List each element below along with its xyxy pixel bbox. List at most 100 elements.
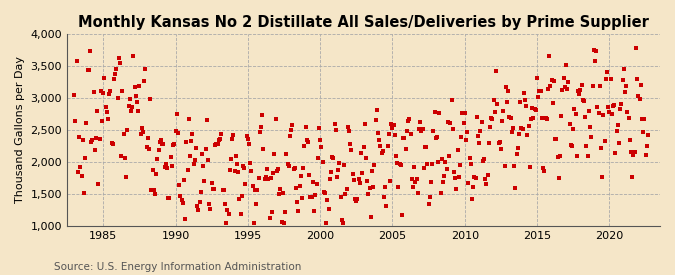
Point — [196, 190, 207, 194]
Point — [257, 113, 268, 117]
Point — [632, 76, 643, 81]
Point — [201, 118, 212, 123]
Point — [193, 208, 204, 213]
Point — [152, 156, 163, 161]
Point — [72, 59, 82, 63]
Point — [578, 98, 589, 103]
Point — [157, 142, 167, 147]
Point — [574, 92, 585, 96]
Point — [475, 128, 486, 133]
Point — [533, 95, 543, 99]
Point — [70, 119, 81, 123]
Point — [522, 133, 533, 137]
Point — [448, 169, 459, 174]
Point — [383, 131, 394, 136]
Point — [630, 46, 641, 50]
Point — [146, 188, 157, 192]
Point — [192, 204, 202, 208]
Point — [298, 166, 308, 170]
Point — [264, 216, 275, 220]
Point — [294, 184, 305, 188]
Point — [391, 154, 402, 158]
Point — [508, 126, 518, 130]
Point — [296, 196, 307, 201]
Point — [465, 161, 476, 166]
Point — [599, 139, 610, 143]
Point — [618, 67, 629, 71]
Point — [134, 84, 144, 89]
Point — [623, 116, 634, 120]
Point — [258, 147, 269, 151]
Point — [586, 135, 597, 139]
Point — [253, 176, 264, 180]
Point — [529, 106, 540, 111]
Point — [616, 101, 627, 106]
Point — [334, 160, 345, 165]
Point — [643, 133, 653, 137]
Point — [100, 105, 111, 110]
Point — [308, 208, 319, 213]
Point — [353, 177, 364, 181]
Point — [408, 185, 418, 189]
Point — [344, 128, 354, 133]
Point — [265, 176, 276, 181]
Point — [181, 140, 192, 144]
Point — [87, 138, 98, 142]
Point — [402, 128, 412, 133]
Point — [190, 146, 201, 150]
Point — [404, 117, 414, 122]
Point — [99, 76, 110, 80]
Point — [97, 119, 107, 123]
Point — [300, 125, 311, 129]
Point — [564, 122, 575, 126]
Point — [515, 100, 526, 104]
Point — [363, 192, 374, 196]
Point — [368, 185, 379, 189]
Point — [316, 145, 327, 150]
Point — [292, 199, 302, 204]
Point — [403, 119, 414, 124]
Point — [639, 117, 650, 122]
Point — [612, 122, 623, 127]
Point — [287, 123, 298, 127]
Point — [127, 104, 138, 109]
Point — [450, 176, 460, 180]
Point — [105, 89, 116, 93]
Point — [296, 174, 306, 178]
Point — [222, 208, 233, 213]
Point — [493, 140, 504, 145]
Point — [483, 141, 494, 146]
Point — [544, 54, 555, 58]
Point — [514, 131, 524, 136]
Point — [398, 136, 408, 140]
Point — [627, 174, 638, 179]
Point — [107, 142, 118, 146]
Point — [367, 169, 377, 174]
Point — [414, 120, 425, 124]
Point — [81, 121, 92, 125]
Point — [93, 182, 104, 186]
Point — [165, 155, 176, 160]
Point — [112, 96, 123, 101]
Point — [506, 130, 517, 134]
Point — [75, 165, 86, 169]
Point — [499, 164, 510, 168]
Point — [556, 113, 566, 118]
Point — [234, 197, 245, 201]
Point — [184, 153, 195, 158]
Point — [346, 147, 357, 152]
Point — [163, 196, 173, 200]
Point — [492, 102, 503, 106]
Point — [242, 137, 253, 141]
Point — [95, 89, 106, 93]
Point — [308, 180, 319, 184]
Point — [464, 155, 475, 160]
Point — [187, 131, 198, 136]
Point — [591, 49, 601, 54]
Point — [595, 146, 606, 151]
Point — [285, 134, 296, 138]
Point — [549, 79, 560, 83]
Point — [637, 117, 647, 121]
Point — [352, 197, 363, 202]
Point — [69, 93, 80, 97]
